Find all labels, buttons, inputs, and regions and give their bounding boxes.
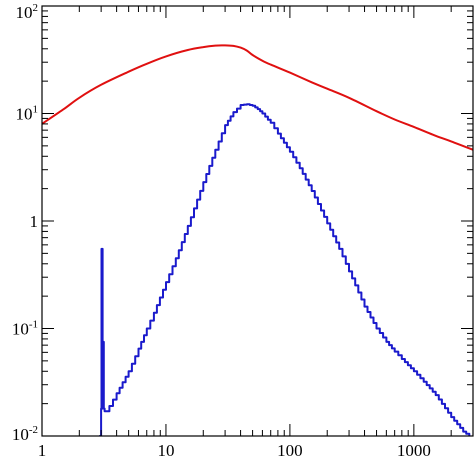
y-tick-label: 102 [16,2,39,22]
blue-series-line [99,103,471,436]
y-tick-label: 1 [30,212,39,231]
x-tick-label: 10 [157,441,174,458]
plot-frame [41,5,474,437]
y-tick-label: 101 [16,104,39,124]
y-tick-label: 10-2 [12,424,38,444]
x-tick-label: 100 [277,441,303,458]
x-tick-label: 1 [38,441,47,458]
series-layer [42,44,473,436]
red-series-line [42,44,473,151]
y-tick-label: 10-1 [12,319,38,339]
ticks-layer [41,5,474,437]
labels-layer: 1 10 100 1000 10-2 10-1 1 101 102 [12,2,431,460]
x-tick-label: 1000 [397,441,431,458]
